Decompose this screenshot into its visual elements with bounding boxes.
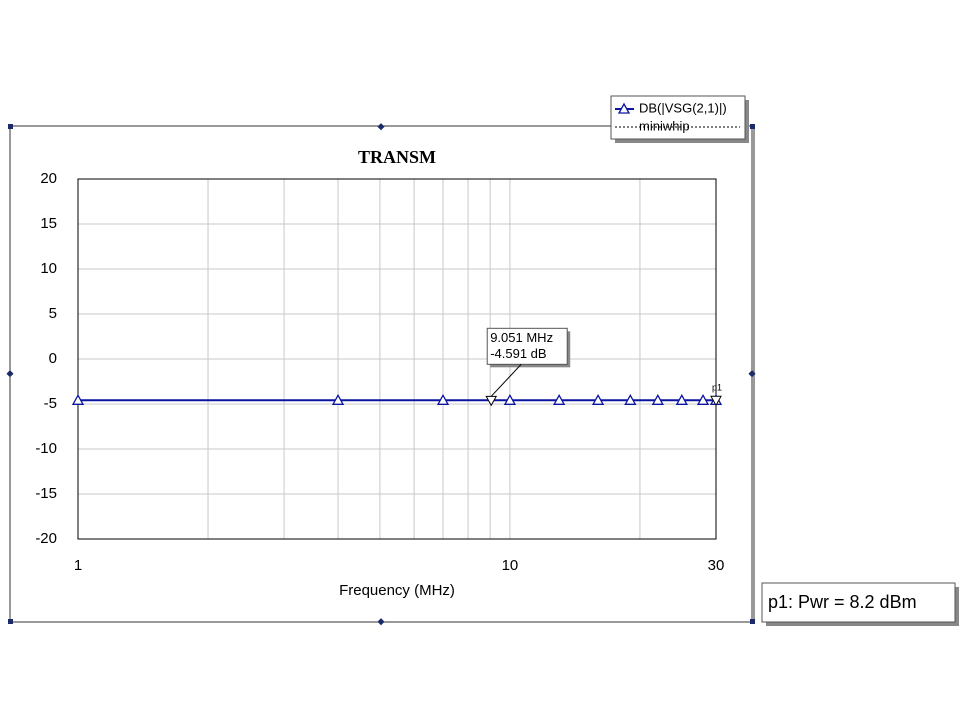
y-tick-label: 0 <box>49 350 57 367</box>
note-box <box>761 582 956 623</box>
point-marker <box>436 393 450 405</box>
y-tick-label: 20 <box>40 170 57 187</box>
x-tick-label: 10 <box>502 557 519 574</box>
marker-name: p1 <box>712 383 722 393</box>
legend <box>610 95 746 140</box>
x-axis-label: Frequency (MHz) <box>339 582 455 599</box>
trace-marker <box>710 395 722 407</box>
point-marker <box>675 393 688 405</box>
legend-label: DB(|VSG(2,1)|) <box>639 100 727 115</box>
y-tick-label: -5 <box>44 395 57 412</box>
y-tick-label: -20 <box>35 530 57 547</box>
point-marker <box>651 393 664 405</box>
marker-box <box>486 327 568 365</box>
note: p1: Pwr = 8.2 dBm <box>768 592 917 612</box>
point-marker <box>624 393 637 405</box>
point-marker <box>591 393 605 405</box>
y-tick-label: -15 <box>35 485 57 502</box>
plot-border <box>77 178 717 540</box>
chart-title: TRANSM <box>358 147 436 167</box>
marker-label: -4.591 dB <box>490 346 546 361</box>
y-tick-label: 15 <box>40 215 57 232</box>
y-tick-label: 5 <box>49 305 57 322</box>
legend-source: miniwhip <box>639 118 690 133</box>
x-tick-label: 1 <box>74 557 82 574</box>
point-marker <box>553 393 566 405</box>
point-marker <box>71 393 85 405</box>
point-marker <box>503 393 517 405</box>
legend-marker <box>617 102 631 114</box>
handles <box>6 123 756 626</box>
y-tick-label: 10 <box>40 260 57 277</box>
y-tick-label: -10 <box>35 440 57 457</box>
x-tick-label: 30 <box>708 557 725 574</box>
marker-label: 9.051 MHz <box>490 330 553 345</box>
frame-shadow <box>752 128 755 624</box>
point-marker <box>331 393 345 405</box>
point-marker <box>696 393 710 405</box>
marker-leader <box>490 363 522 397</box>
